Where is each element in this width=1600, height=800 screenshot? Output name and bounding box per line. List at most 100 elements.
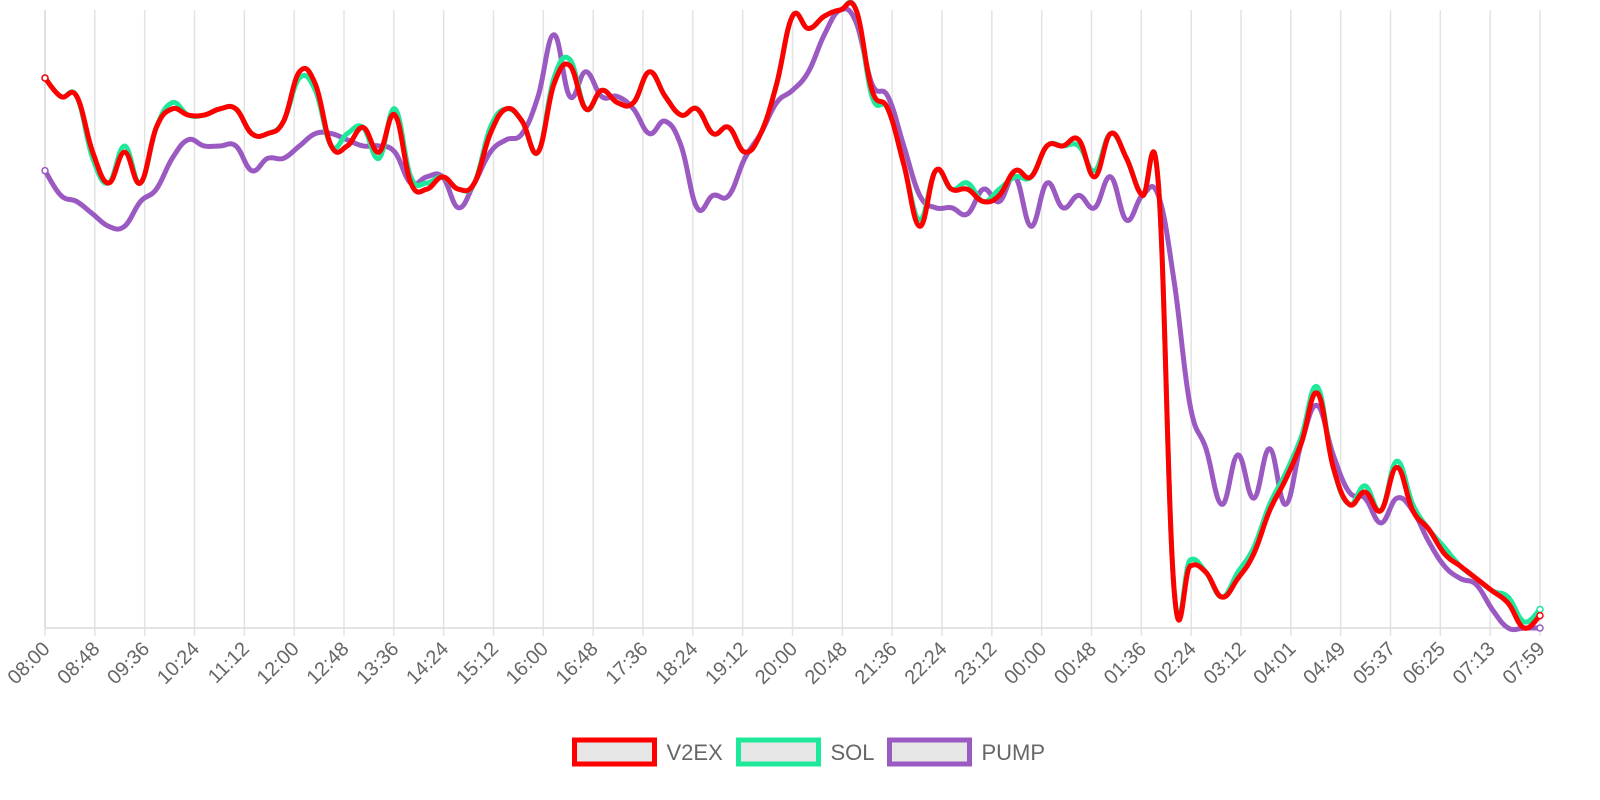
data-point-v2ex [154, 125, 159, 130]
x-tick-label: 01:36 [1100, 638, 1151, 689]
data-point-v2ex [663, 94, 668, 99]
data-point-sol [376, 156, 381, 161]
data-point-v2ex [281, 119, 286, 124]
data-point-v2ex [1506, 601, 1511, 606]
data-point-v2ex [1219, 595, 1224, 600]
data-point-pump [361, 143, 366, 148]
data-point-sol [345, 131, 350, 136]
data-point-pump [1204, 446, 1209, 451]
data-point-pump [567, 94, 572, 99]
data-point-v2ex [1522, 626, 1527, 630]
data-point-v2ex [567, 63, 572, 68]
data-point-v2ex [58, 94, 63, 99]
data-point-v2ex [758, 131, 763, 136]
data-point-pump [233, 143, 238, 148]
x-tick-label: 16:00 [502, 638, 553, 689]
data-point-pump [313, 131, 318, 136]
data-point-v2ex [1426, 527, 1431, 532]
data-point-v2ex [536, 150, 541, 155]
x-tick-label: 08:48 [53, 638, 104, 689]
x-tick-label: 18:24 [651, 638, 702, 689]
data-point-v2ex [806, 26, 811, 31]
data-point-pump [1315, 403, 1320, 408]
data-point-pump [1506, 626, 1511, 630]
data-point-v2ex [822, 14, 827, 19]
data-point-pump [1490, 607, 1495, 612]
x-tick-label: 02:24 [1150, 638, 1201, 689]
data-point-v2ex [1474, 576, 1479, 581]
data-point-v2ex [504, 106, 509, 111]
data-point-v2ex [854, 8, 859, 12]
data-point-v2ex [106, 181, 111, 186]
data-point-pump [186, 137, 191, 142]
data-point-sol [122, 143, 127, 148]
data-point-pump [631, 106, 636, 111]
data-point-pump [1458, 576, 1463, 581]
x-tick-label: 06:25 [1399, 638, 1450, 689]
data-point-v2ex [376, 150, 381, 155]
data-point-pump [774, 100, 779, 105]
data-point-sol [965, 181, 970, 186]
series-v2ex [41, 0, 1544, 631]
data-point-v2ex [1076, 137, 1081, 142]
data-point-pump [1044, 181, 1049, 186]
x-tick-label: 04:49 [1299, 638, 1350, 689]
data-point-pump [917, 193, 922, 198]
data-point-v2ex [424, 187, 429, 192]
x-tick-label: 11:12 [204, 638, 254, 688]
data-point-v2ex [1060, 143, 1065, 148]
data-point-v2ex [742, 150, 747, 155]
legend-label: V2EX [667, 740, 724, 765]
data-point-v2ex [726, 125, 731, 130]
data-point-v2ex [949, 187, 954, 192]
data-point-v2ex [217, 106, 222, 111]
x-tick-label: 21:36 [851, 638, 902, 689]
data-point-v2ex [520, 119, 525, 124]
data-point-v2ex [1536, 611, 1544, 620]
data-point-v2ex [249, 131, 254, 136]
data-point-pump [1347, 490, 1352, 495]
x-tick-label: 22:24 [901, 638, 952, 689]
x-tick-label: 12:48 [303, 638, 354, 689]
data-point-pump [1536, 624, 1544, 632]
data-point-pump [154, 187, 159, 192]
data-point-v2ex [885, 106, 890, 111]
data-point-pump [106, 224, 111, 229]
data-point-v2ex [1363, 490, 1368, 495]
data-point-v2ex [202, 113, 207, 118]
legend-item-pump[interactable]: PUMP [887, 737, 1046, 767]
data-point-pump [647, 131, 652, 136]
legend-item-v2ex[interactable]: V2EX [572, 737, 724, 767]
data-point-v2ex [1108, 131, 1113, 136]
data-point-v2ex [1251, 551, 1256, 556]
data-point-v2ex [297, 69, 302, 74]
legend-item-sol[interactable]: SOL [736, 737, 875, 767]
data-point-pump [58, 193, 63, 198]
data-point-v2ex [1204, 570, 1209, 575]
data-point-pump [1076, 193, 1081, 198]
grid-layer [44, 10, 1541, 636]
data-point-v2ex [345, 143, 350, 148]
data-point-pump [726, 193, 731, 198]
data-point-sol [392, 106, 397, 111]
data-point-pump [965, 211, 970, 216]
data-point-pump [997, 199, 1002, 204]
data-point-pump [949, 205, 954, 210]
data-point-v2ex [981, 199, 986, 204]
x-tick-label: 20:00 [751, 638, 802, 689]
data-point-v2ex [1458, 564, 1463, 569]
data-point-v2ex [41, 74, 49, 82]
data-point-pump [297, 143, 302, 148]
legend: V2EX SOL PUMP [572, 737, 1046, 767]
x-tick-label: 13:36 [352, 638, 403, 689]
data-point-pump [885, 94, 890, 99]
data-point-v2ex [138, 181, 143, 186]
data-point-v2ex [933, 168, 938, 173]
data-point-sol [1315, 384, 1320, 389]
data-point-pump [822, 32, 827, 37]
data-point-pump [1474, 582, 1479, 587]
data-point-v2ex [1347, 502, 1352, 507]
data-point-pump [520, 131, 525, 136]
legend-swatch [736, 737, 821, 767]
